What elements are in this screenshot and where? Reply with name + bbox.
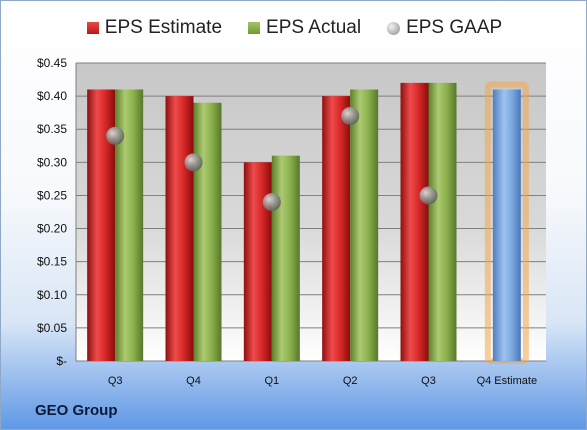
x-tick-label: Q1 [264, 375, 279, 387]
x-tick-label: Q2 [343, 375, 358, 387]
bar-eps-actual [271, 155, 300, 361]
bar-eps-estimate [322, 96, 351, 361]
y-tick-label: $0.30 [37, 155, 67, 169]
legend-label-eps-actual: EPS Actual [266, 17, 362, 38]
bar-eps-estimate [165, 96, 194, 361]
legend-swatch-gray [387, 21, 401, 35]
legend-item-eps-gaap: EPS GAAP [387, 17, 502, 39]
bar-eps-estimate [243, 162, 272, 361]
y-tick-label: $0.10 [37, 288, 67, 302]
bars [87, 81, 529, 364]
legend-label-eps-estimate: EPS Estimate [104, 17, 223, 38]
bar-eps-estimate [400, 82, 429, 361]
legend-swatch-green [248, 22, 261, 34]
marker-eps-gaap [341, 106, 360, 125]
bar-eps-actual [428, 82, 457, 361]
marker-eps-gaap [106, 126, 125, 145]
gaap-markers [106, 106, 438, 212]
y-tick-label: $- [56, 354, 67, 368]
y-tick-label: $0.15 [37, 255, 67, 269]
x-tick-label: Q4 Estimate [477, 375, 538, 387]
y-tick-label: $0.35 [37, 122, 67, 136]
marker-eps-gaap [184, 153, 203, 172]
legend-item-eps-actual: EPS Actual [248, 17, 361, 39]
bar-eps-actual [350, 89, 379, 361]
y-tick-label: $0.20 [37, 222, 67, 236]
company-name: GEO Group [35, 402, 118, 419]
plot-area [76, 63, 546, 361]
bar-q4-estimate [492, 89, 521, 361]
y-tick-label: $0.40 [37, 89, 67, 103]
legend-item-eps-estimate: EPS Estimate [86, 17, 223, 39]
gridlines [75, 62, 546, 362]
y-tick-label: $0.05 [37, 321, 67, 335]
y-axis-labels: $- $0.05 $0.10 $0.15 $0.20 $0.25 $0.30 $0.35 $0.… [37, 56, 67, 368]
legend-swatch-red [86, 22, 99, 34]
marker-eps-gaap [419, 186, 438, 205]
y-tick-label: $0.25 [37, 188, 67, 202]
marker-eps-gaap [262, 193, 281, 212]
legend-label-eps-gaap: EPS GAAP [406, 17, 503, 38]
x-axis-labels: Q3 Q4 Q1 Q2 Q3 Q4 Estimate [108, 375, 537, 387]
x-tick-label: Q3 [421, 375, 436, 387]
legend: EPS Estimate EPS Actual EPS GAAP [1, 17, 586, 39]
x-tick-label: Q4 [186, 375, 201, 387]
bar-eps-actual [193, 102, 222, 361]
x-tick-label: Q3 [108, 375, 123, 387]
y-tick-label: $0.45 [37, 56, 67, 70]
